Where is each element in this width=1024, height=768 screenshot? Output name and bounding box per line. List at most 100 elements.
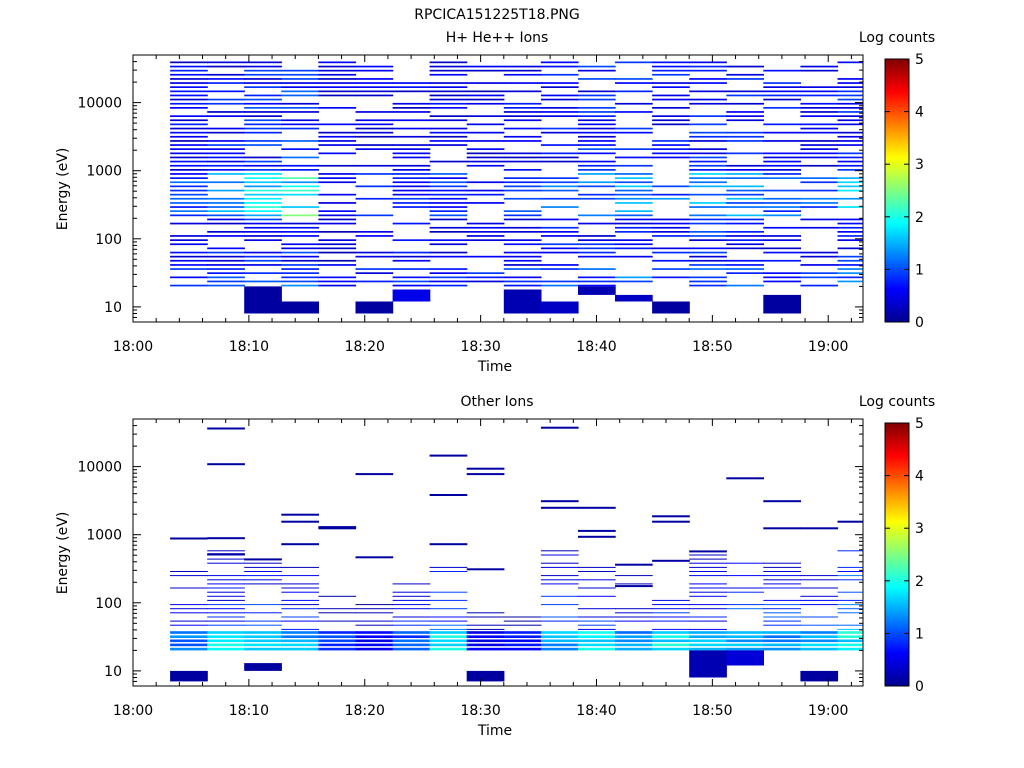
heatmap-cell bbox=[281, 583, 319, 585]
heatmap-cell bbox=[540, 94, 579, 97]
heatmap-cell bbox=[318, 86, 357, 88]
heatmap-cell bbox=[837, 189, 863, 192]
heatmap-cell bbox=[170, 152, 208, 155]
heatmap-cell bbox=[207, 264, 245, 266]
heatmap-cell bbox=[429, 635, 468, 638]
heatmap-cell bbox=[244, 639, 282, 643]
heatmap-cell bbox=[689, 181, 727, 184]
heatmap-cell bbox=[281, 628, 319, 630]
heatmap-cell bbox=[244, 239, 282, 241]
heatmap-cell bbox=[355, 473, 394, 476]
heatmap-cell bbox=[466, 202, 505, 204]
y-axis: 10 100 1000 10000 bbox=[77, 54, 863, 323]
heatmap-cell bbox=[281, 247, 319, 250]
heatmap-cell bbox=[763, 82, 801, 84]
heatmap-cell bbox=[689, 268, 727, 270]
heatmap-cell bbox=[281, 255, 319, 258]
heatmap-cell bbox=[540, 280, 579, 283]
heatmap-cell bbox=[800, 197, 839, 200]
heatmap-cell bbox=[503, 268, 542, 270]
heatmap-cell bbox=[207, 78, 245, 80]
heatmap-cell bbox=[207, 140, 245, 142]
heatmap-cell bbox=[392, 284, 431, 287]
heatmap-cell bbox=[170, 144, 208, 146]
heatmap-cell bbox=[466, 647, 505, 651]
heatmap-cell bbox=[207, 272, 245, 274]
heatmap-cell bbox=[318, 107, 357, 109]
heatmap-cell bbox=[763, 647, 801, 651]
heatmap-cell bbox=[244, 579, 282, 581]
panel-title: H+ He++ Ions bbox=[446, 30, 549, 46]
heatmap-cell bbox=[689, 214, 727, 217]
heatmap-cell bbox=[429, 115, 468, 117]
heatmap-cell bbox=[689, 222, 727, 225]
heatmap-cell bbox=[615, 639, 653, 643]
heatmap-cell bbox=[355, 127, 394, 130]
heatmap-cell bbox=[318, 526, 357, 529]
heatmap-cell bbox=[170, 94, 208, 97]
heatmap-cell bbox=[392, 82, 431, 84]
heatmap-cell bbox=[355, 631, 394, 634]
heatmap-cell bbox=[837, 566, 863, 568]
heatmap-cell bbox=[466, 94, 505, 97]
heatmap-cell bbox=[429, 131, 468, 134]
heatmap-cell bbox=[763, 575, 801, 577]
heatmap-cell bbox=[392, 255, 431, 258]
heatmap-cell bbox=[837, 123, 863, 126]
heatmap-cell bbox=[689, 160, 727, 163]
heatmap-cell bbox=[355, 301, 394, 314]
heatmap-cell bbox=[763, 624, 801, 626]
heatmap-cell bbox=[170, 620, 208, 622]
x-tick-label: 18:50 bbox=[692, 339, 732, 355]
heatmap-cell bbox=[652, 647, 690, 651]
heatmap-cell bbox=[207, 251, 245, 254]
heatmap-cell bbox=[837, 643, 863, 647]
heatmap-cell bbox=[207, 102, 245, 105]
heatmap-cell bbox=[207, 647, 245, 651]
heatmap-cell bbox=[540, 115, 579, 117]
heatmap-cell bbox=[837, 78, 863, 80]
heatmap-cell bbox=[392, 193, 431, 196]
heatmap-cell bbox=[503, 616, 542, 618]
heatmap-cell bbox=[578, 78, 616, 80]
heatmap-cell bbox=[207, 463, 245, 466]
heatmap-cell bbox=[800, 218, 839, 221]
heatmap-cell bbox=[652, 152, 690, 155]
heatmap-cell bbox=[726, 231, 764, 233]
heatmap-cell bbox=[615, 563, 653, 566]
heatmap-cell bbox=[281, 127, 319, 130]
heatmap-cell bbox=[429, 566, 468, 568]
heatmap-cell bbox=[615, 280, 653, 283]
heatmap-cell bbox=[540, 61, 579, 64]
heatmap-cell bbox=[170, 608, 208, 610]
heatmap-cell bbox=[689, 61, 727, 64]
heatmap-cell bbox=[578, 193, 616, 196]
heatmap-cell bbox=[281, 272, 319, 274]
heatmap-cell bbox=[503, 197, 542, 200]
x-tick-label: 18:00 bbox=[113, 703, 153, 719]
heatmap-cell bbox=[763, 131, 801, 134]
heatmap-cell bbox=[503, 214, 542, 217]
heatmap-cell bbox=[726, 235, 764, 237]
heatmap-cell bbox=[170, 639, 208, 643]
heatmap-cell bbox=[170, 624, 208, 626]
heatmap-cell bbox=[392, 152, 431, 155]
heatmap-cell bbox=[615, 61, 653, 64]
x-tick-label: 18:40 bbox=[576, 339, 616, 355]
colorbar-tick-label: 5 bbox=[915, 52, 924, 68]
heatmap-cell bbox=[355, 604, 394, 606]
heatmap-cell bbox=[726, 115, 764, 117]
heatmap-cell bbox=[763, 107, 801, 109]
heatmap-cell bbox=[429, 284, 468, 287]
heatmap-cell bbox=[540, 177, 579, 179]
heatmap-cell bbox=[615, 226, 653, 229]
heatmap-cell bbox=[578, 251, 616, 254]
heatmap-cell bbox=[244, 98, 282, 101]
heatmap-cell bbox=[429, 86, 468, 88]
heatmap-cell bbox=[466, 280, 505, 283]
heatmap-cell bbox=[392, 156, 431, 159]
heatmap-cell bbox=[800, 206, 839, 208]
heatmap-cell bbox=[578, 247, 616, 250]
heatmap-cell bbox=[429, 616, 468, 618]
heatmap-cell bbox=[837, 276, 863, 279]
